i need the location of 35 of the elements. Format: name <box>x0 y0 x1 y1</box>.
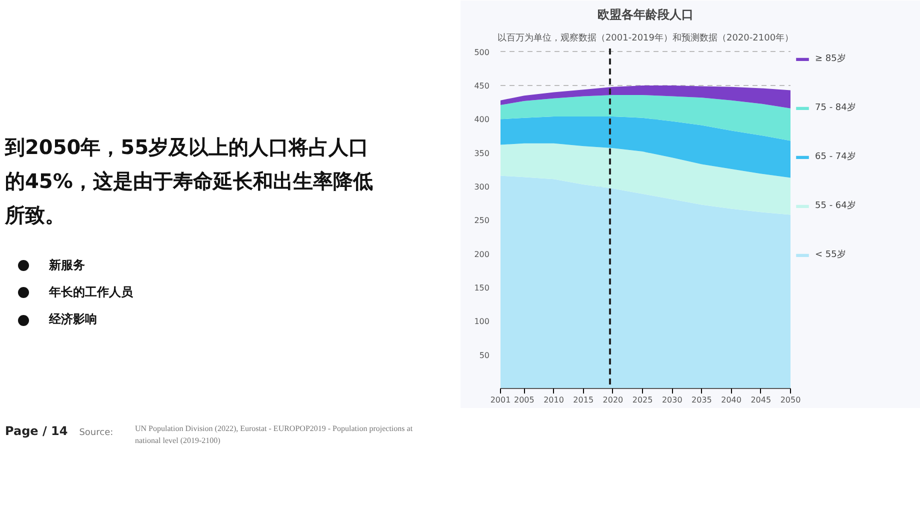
legend-label: 75 - 84岁 <box>815 102 856 114</box>
text: 经济影响 <box>48 311 97 328</box>
text: Page / 14 <box>5 424 68 438</box>
legend-label: 65 - 74岁 <box>815 150 856 163</box>
legend-label: < 55岁 <box>815 248 846 261</box>
y-tick-label: 250 <box>474 216 490 226</box>
source-note: Source: <box>79 428 114 438</box>
legend-label: 55 - 64岁 <box>815 200 856 212</box>
chart-title: 欧盟各年龄段人口 <box>598 8 694 22</box>
y-tick-label: 400 <box>474 115 490 124</box>
text: 到2050年，55岁及以上的人口将占人口的45%，这是由于寿命延长和出生率降低所致。 <box>5 134 374 229</box>
x-tick-label: 2015 <box>573 396 594 404</box>
chart-subtitle: 以百万为单位，观察数据（2001-2019年）和预测数据（2020-2100年） <box>497 32 794 44</box>
text: UN Population Division (2022), Eurostat - EUROPOP2019 - Population projections at national level (2019-2100) <box>135 423 414 446</box>
y-tick-label: 300 <box>474 182 490 192</box>
y-tick-label: 450 <box>474 82 490 91</box>
x-tick-label: 2040 <box>721 396 742 404</box>
y-tick-label: 100 <box>474 317 490 326</box>
x-tick-label: 2035 <box>692 396 712 404</box>
x-tick-label: 2020 <box>602 396 624 404</box>
x-tick-label: 2045 <box>750 396 772 404</box>
y-tick-label: 200 <box>474 250 490 259</box>
y-tick-label: 350 <box>474 148 490 158</box>
x-tick-label: 2001 <box>490 396 511 404</box>
x-tick-label: 2030 <box>662 396 682 404</box>
x-tick-label: 2025 <box>632 396 653 404</box>
text: 年长的工作人员 <box>48 284 133 302</box>
x-tick-label: 2050 <box>780 396 801 404</box>
text: 新服务 <box>48 257 85 274</box>
y-tick-label: 50 <box>479 350 490 360</box>
y-tick-label: 500 <box>474 48 490 57</box>
x-tick-label: 2005 <box>514 396 534 404</box>
legend-label: ≥ 85岁 <box>815 52 846 65</box>
x-tick-label: 2010 <box>544 396 564 404</box>
y-tick-label: 150 <box>474 284 490 293</box>
